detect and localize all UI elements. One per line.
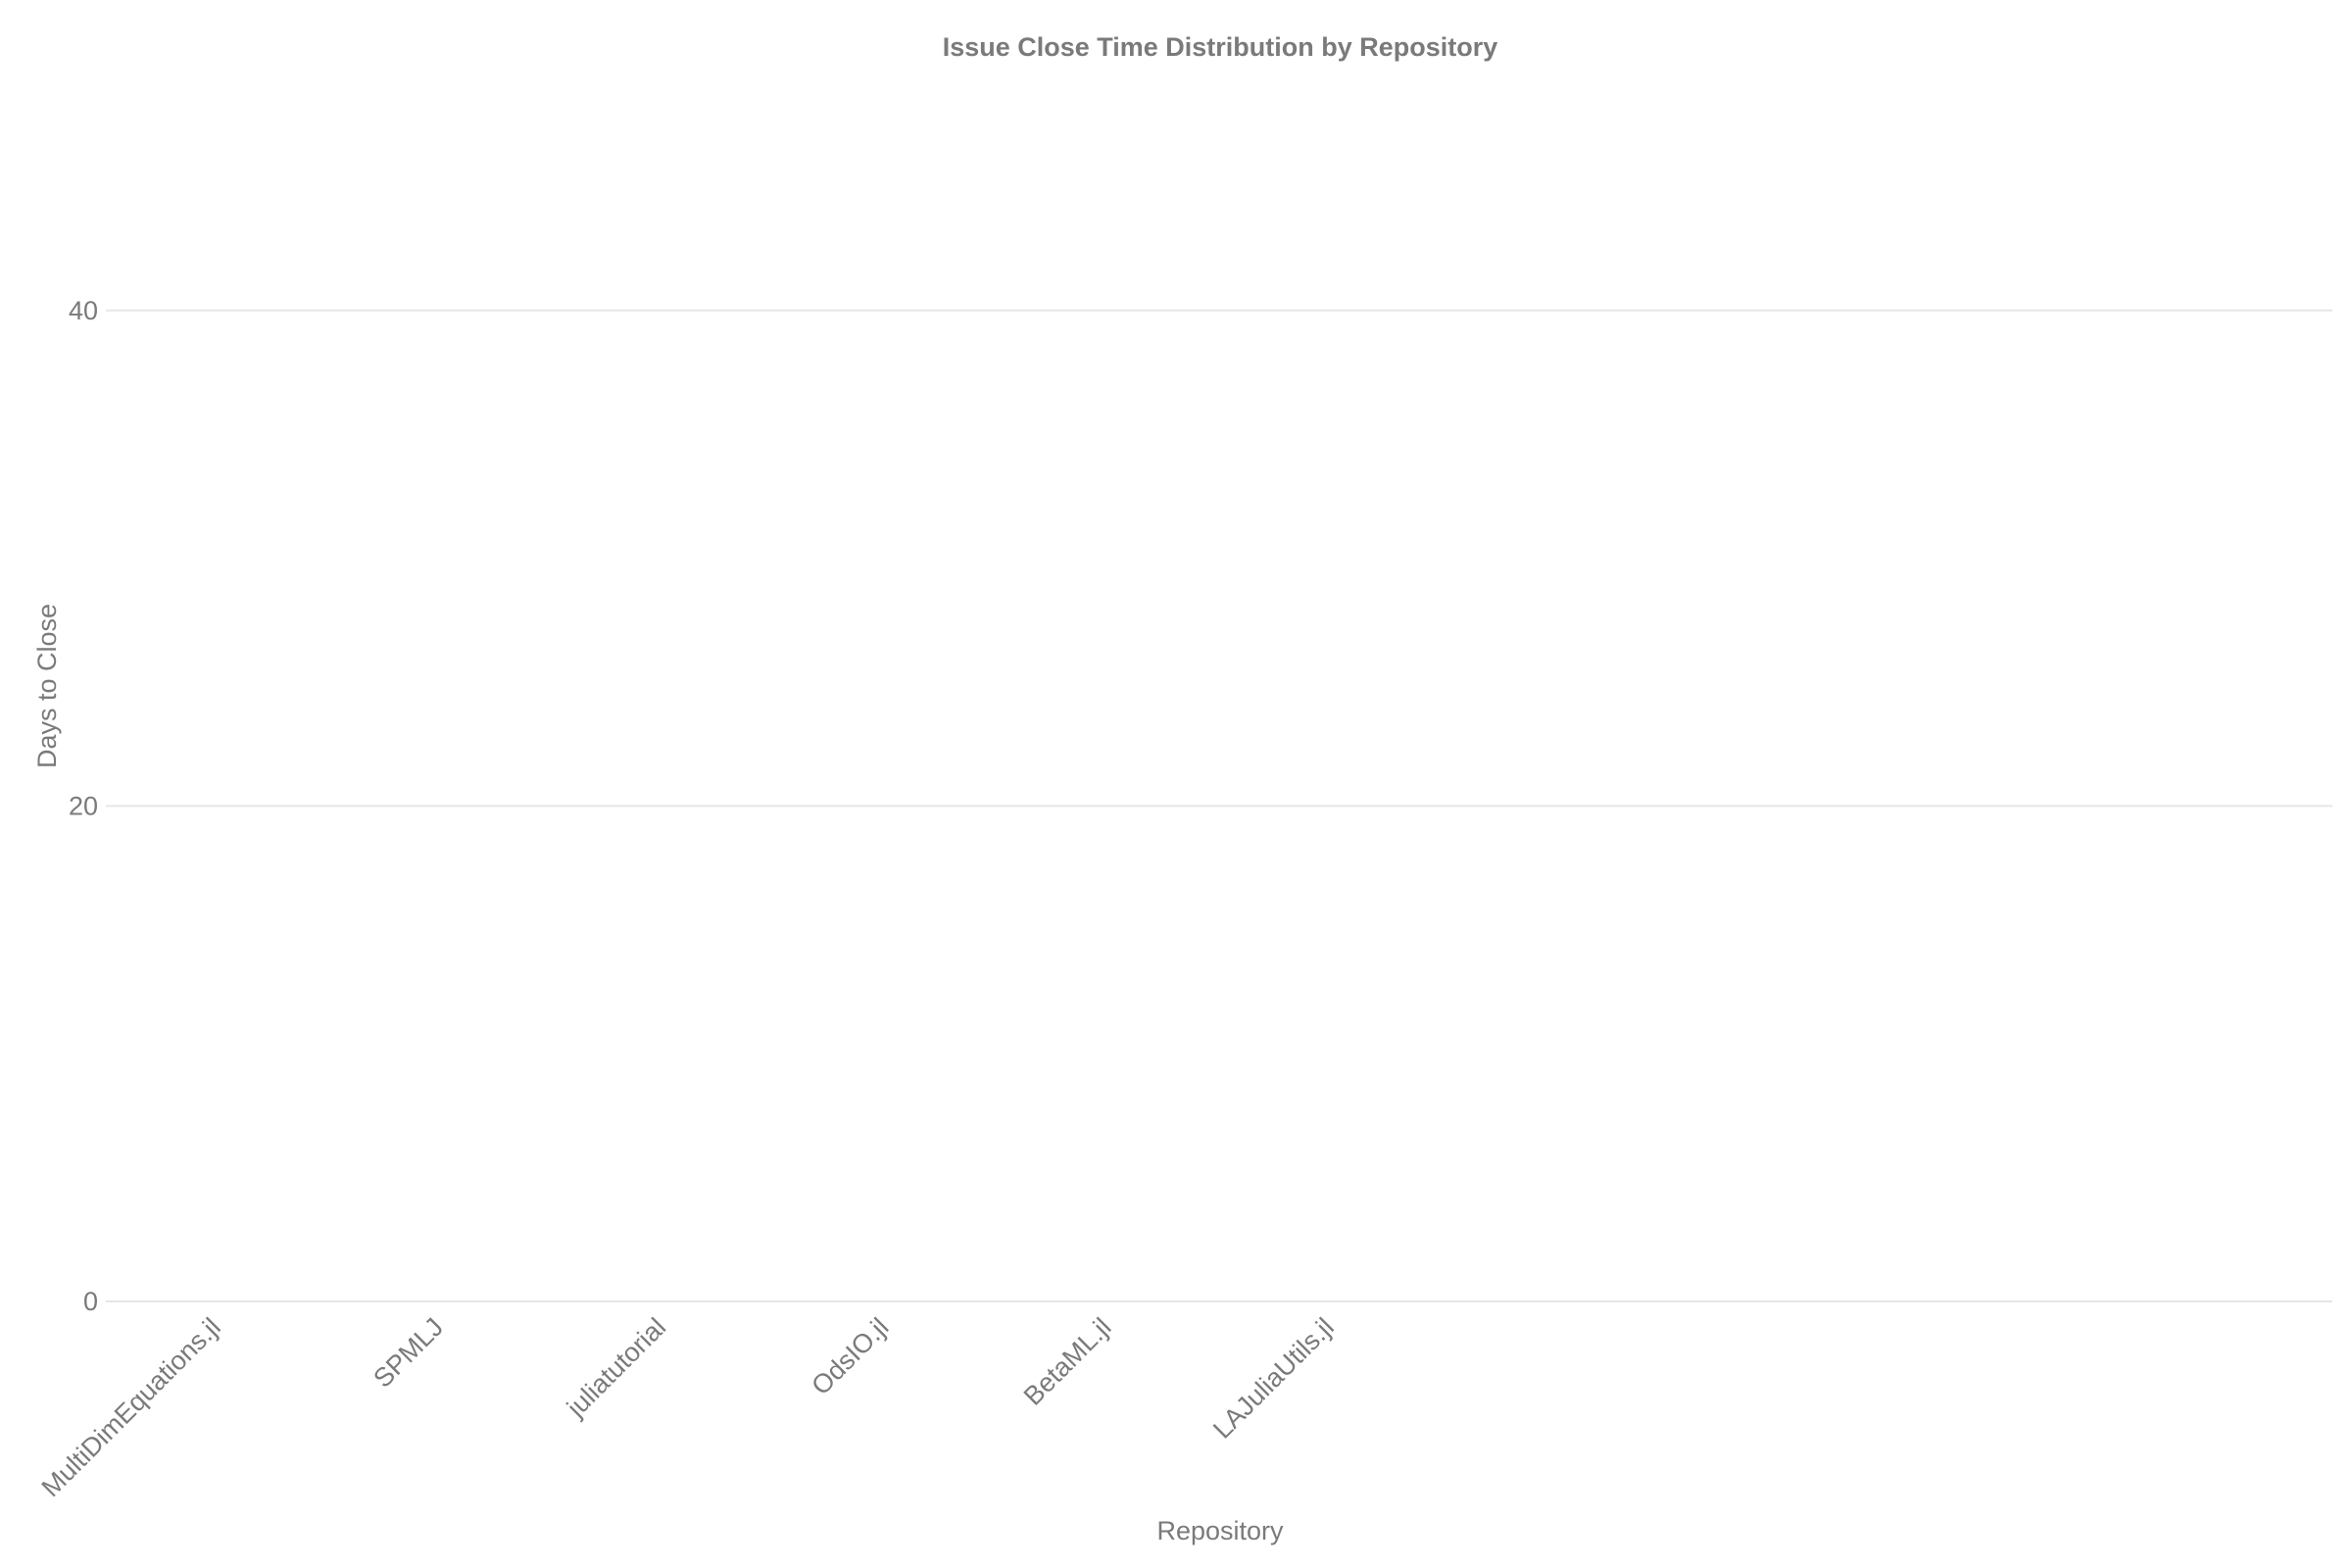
y-tick-labels: 0 20 40 <box>69 296 98 1316</box>
x-tick-label: BetaML.jl <box>1018 1312 1117 1411</box>
x-tick-labels: MultiDimEquations.jl SPMLJ juliatutorial Od… <box>36 1312 1340 1502</box>
y-axis-title: Days to Close <box>32 604 62 768</box>
x-tick-label: SPMLJ <box>368 1312 449 1394</box>
y-tick-label: 20 <box>69 791 98 820</box>
x-tick-label: LAJuliaUtils.jl <box>1207 1312 1340 1445</box>
x-tick-label: juliatutorial <box>561 1312 671 1423</box>
x-tick-label: MultiDimEquations.jl <box>36 1312 226 1502</box>
x-tick-label: OdsIO.jl <box>806 1312 894 1400</box>
chart-title: Issue Close Time Distribution by Reposit… <box>943 32 1498 62</box>
x-axis-title: Repository <box>1156 1516 1284 1545</box>
y-tick-label: 40 <box>69 296 98 325</box>
y-tick-label: 0 <box>83 1287 98 1316</box>
grid-lines <box>106 309 2332 1302</box>
